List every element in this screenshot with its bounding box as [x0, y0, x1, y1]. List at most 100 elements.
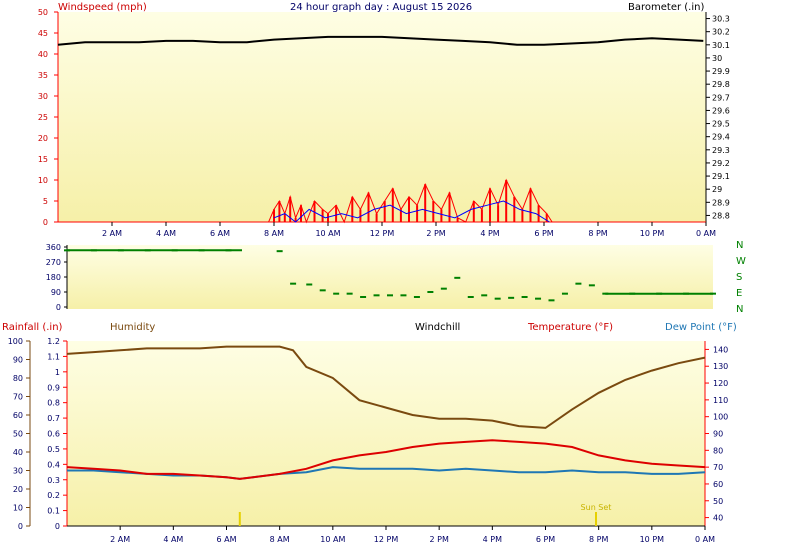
time-tick-label: 10 PM	[640, 535, 665, 544]
humidity-tick-label: 20	[13, 485, 23, 494]
direction-point	[290, 282, 297, 285]
humidity-axis-label: Humidity	[110, 322, 155, 333]
direction-point	[508, 296, 515, 299]
rainfall-axis-label: Rainfall (.in)	[2, 322, 63, 333]
rainfall-tick-label: 1.2	[47, 337, 60, 346]
barometer-tick-label: 29.4	[712, 133, 730, 142]
compass-label: E	[736, 288, 742, 299]
rainfall-tick-label: 0.4	[47, 460, 60, 469]
barometer-tick-label: 28.9	[712, 198, 730, 207]
time-tick-label: 12 PM	[374, 535, 399, 544]
time-tick-label: 6 AM	[216, 535, 236, 544]
humidity-tick-label: 80	[13, 374, 23, 383]
windspeed-tick-label: 5	[43, 197, 48, 206]
time-tick-label: 0 AM	[696, 229, 716, 238]
time-tick-label: 8 AM	[270, 535, 290, 544]
compass-label: W	[736, 256, 746, 267]
barometer-tick-label: 30	[712, 54, 722, 63]
time-tick-label: 4 AM	[163, 535, 183, 544]
time-tick-label: 4 AM	[156, 229, 176, 238]
windspeed-line	[268, 178, 553, 224]
temperature-tick-label: 50	[713, 497, 723, 506]
time-tick-label: 10 AM	[320, 535, 345, 544]
windspeed-tick-label: 20	[38, 134, 48, 143]
temperature-humidity-layer: 0 10 20 30 40 50 60 70 80 90 100 0 0.1 0.2 0.3 0.4 0.5 0.…	[8, 337, 729, 544]
temperature-axis-label: Temperature (°F)	[527, 322, 613, 333]
dewpoint-axis-label: Dew Point (°F)	[665, 322, 737, 333]
humidity-tick-label: 10	[13, 504, 23, 513]
time-tick-label: 12 PM	[370, 229, 395, 238]
time-tick-label: 6 PM	[536, 535, 555, 544]
barometer-tick-label: 29.9	[712, 67, 730, 76]
humidity-tick-label: 70	[13, 393, 23, 402]
windspeed-tick-label: 40	[38, 50, 48, 59]
temperature-tick-label: 90	[713, 430, 723, 439]
gust-line	[273, 200, 550, 223]
rainfall-tick-label: 0.6	[47, 430, 60, 439]
direction-tick-label: 270	[46, 258, 61, 267]
barometer-tick-label: 29.8	[712, 80, 730, 89]
dewpoint-line	[67, 466, 706, 480]
time-tick-label: 8 PM	[589, 535, 608, 544]
compass-label: S	[736, 272, 742, 283]
humidity-tick-label: 90	[13, 356, 23, 365]
direction-point	[319, 289, 326, 292]
windspeed-tick-label: 50	[38, 8, 48, 17]
direction-point	[494, 297, 501, 300]
compass-label: N	[736, 304, 743, 315]
barometer-line	[57, 35, 704, 46]
barometer-tick-label: 29.2	[712, 159, 730, 168]
direction-point	[276, 250, 283, 253]
time-tick-label: 8 PM	[588, 229, 607, 238]
direction-point	[467, 296, 474, 298]
rainfall-tick-label: 0.9	[47, 383, 60, 392]
windspeed-tick-label: 0	[43, 218, 48, 227]
humidity-tick-label: 30	[13, 467, 23, 476]
wind-barometer-layer: 0 5 10 15 20 25 30 35 40 45 50 28.8 28.9 29 29.1 29.2 29…	[38, 8, 730, 238]
direction-point	[454, 276, 461, 279]
humidity-tick-label: 0	[18, 522, 23, 531]
direction-point	[360, 296, 367, 298]
windspeed-tick-label: 30	[38, 92, 48, 101]
temperature-tick-label: 60	[713, 480, 723, 489]
direction-tick-label: 0	[56, 303, 61, 312]
humidity-tick-label: 60	[13, 411, 23, 420]
direction-tick-label: 90	[51, 288, 61, 297]
rainfall-tick-label: 0.8	[47, 399, 60, 408]
barometer-tick-label: 30.3	[712, 15, 730, 24]
direction-point	[306, 283, 313, 286]
rainfall-tick-label: 0.3	[47, 476, 60, 485]
direction-point	[387, 294, 393, 297]
rainfall-tick-label: 1	[55, 368, 60, 377]
barometer-tick-label: 30.1	[712, 41, 730, 50]
barometer-tick-label: 29.7	[712, 93, 730, 102]
humidity-tick-label: 40	[13, 448, 23, 457]
time-tick-label: 2 PM	[429, 535, 448, 544]
top-plot-area	[58, 12, 706, 222]
barometer-tick-label: 28.8	[712, 211, 730, 220]
direction-point	[575, 282, 582, 285]
graph-title: 24 hour graph day : August 15 2026	[290, 2, 472, 13]
windspeed-axis-label: Windspeed (mph)	[58, 2, 147, 13]
direction-tick-label: 360	[46, 243, 61, 252]
barometer-tick-label: 29.5	[712, 120, 730, 129]
temperature-tick-label: 120	[713, 379, 728, 388]
temperature-tick-label: 130	[713, 362, 728, 371]
direction-point	[561, 292, 568, 295]
direction-point	[535, 297, 542, 300]
rainfall-tick-label: 0.5	[47, 445, 60, 454]
temperature-tick-label: 140	[713, 345, 728, 354]
time-tick-label: 10 AM	[315, 229, 340, 238]
temperature-tick-label: 80	[713, 446, 723, 455]
direction-point	[588, 284, 595, 287]
rainfall-tick-label: 0	[55, 522, 60, 531]
time-tick-label: 10 PM	[640, 229, 665, 238]
rainfall-tick-label: 0.2	[47, 491, 60, 500]
barometer-tick-label: 29.6	[712, 106, 730, 115]
barometer-tick-label: 30.2	[712, 28, 730, 37]
time-tick-label: 6 PM	[534, 229, 553, 238]
barometer-tick-label: 29	[712, 185, 722, 194]
temperature-tick-label: 100	[713, 413, 728, 422]
